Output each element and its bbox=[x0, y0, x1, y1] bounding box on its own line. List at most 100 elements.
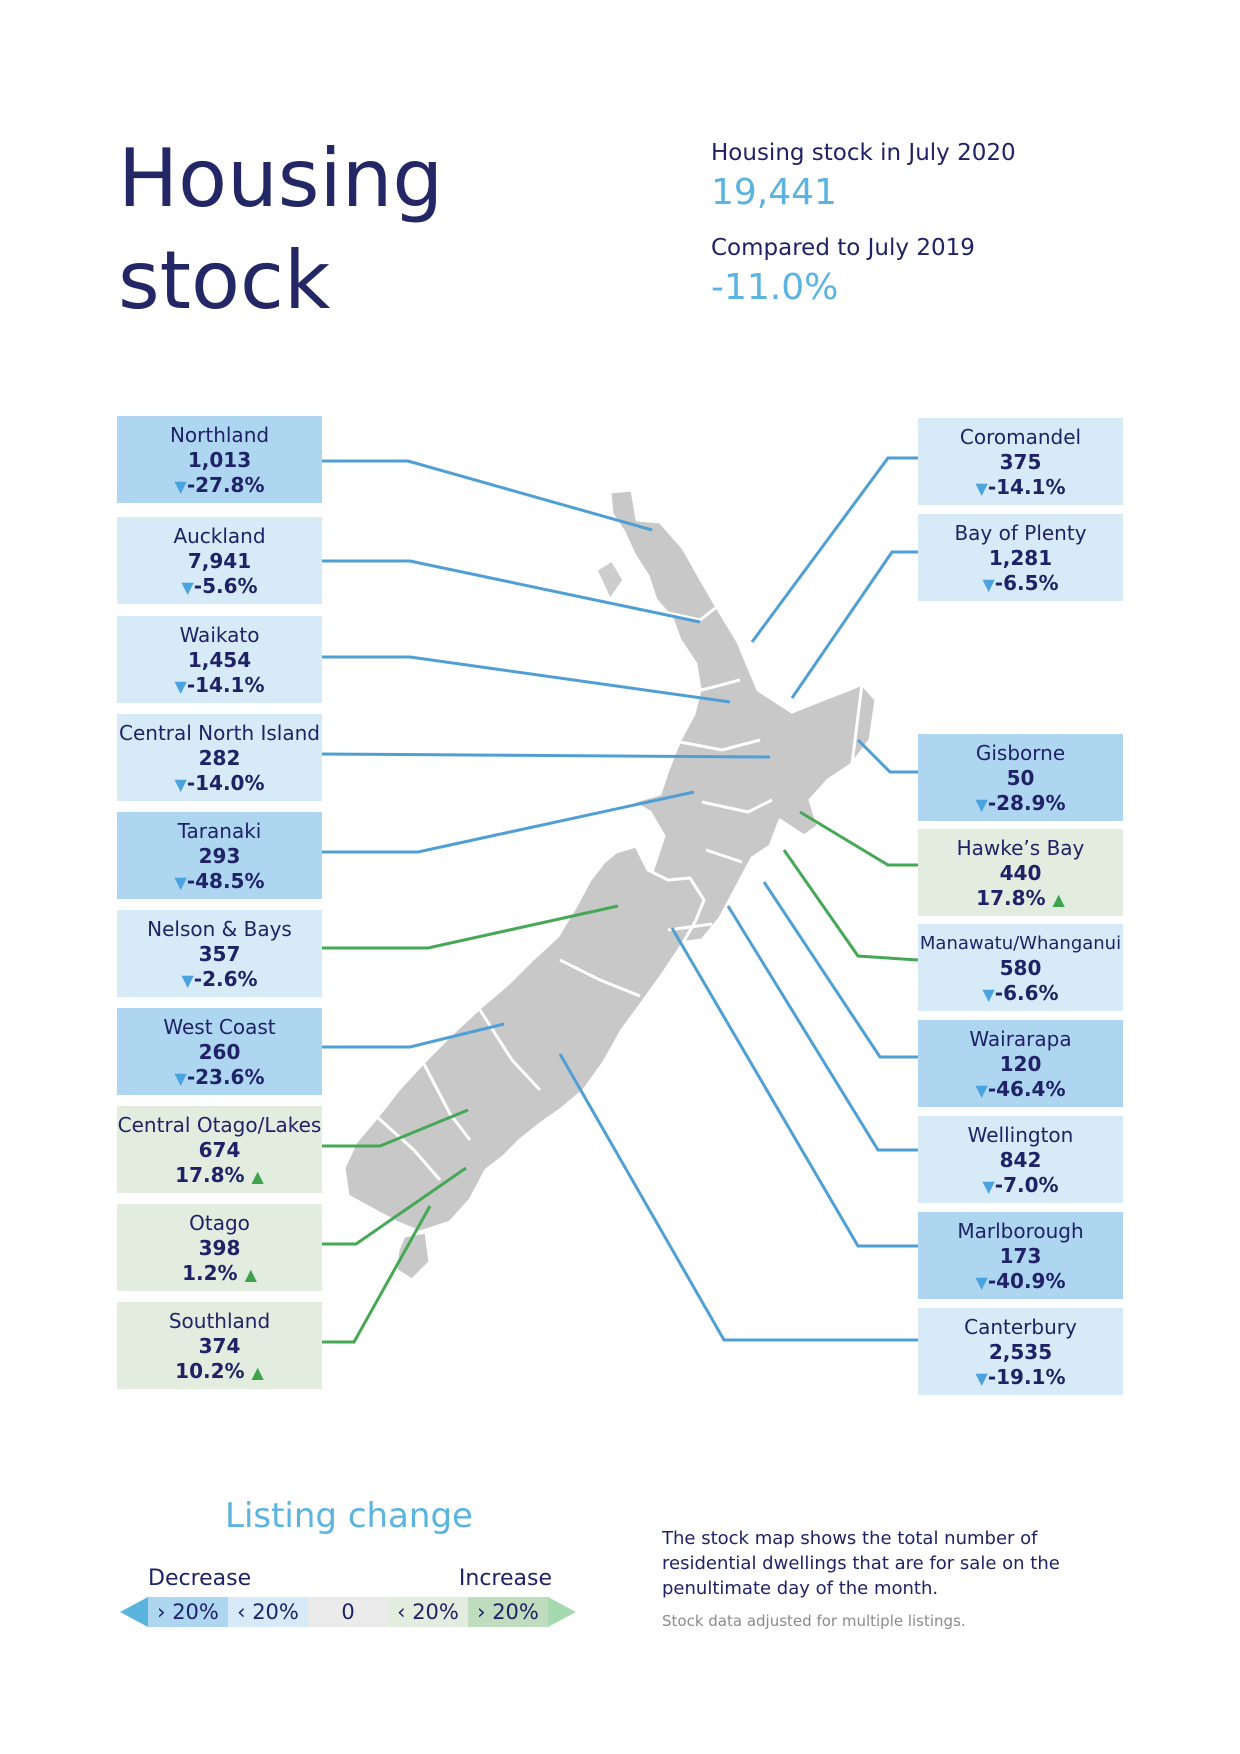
region-change: 17.8% bbox=[175, 1163, 245, 1187]
line-taranaki bbox=[320, 790, 695, 854]
region-box-southland: Southland 374 10.2% ▲ bbox=[117, 1302, 322, 1389]
north-island-shape bbox=[594, 488, 878, 944]
region-change: -14.1% bbox=[186, 673, 265, 697]
region-stock: 120 bbox=[999, 1052, 1042, 1076]
line-bay-of-plenty bbox=[790, 550, 918, 699]
line-marlborough bbox=[670, 927, 918, 1248]
line-central-otago-lakes bbox=[320, 1108, 469, 1148]
region-change: -6.6% bbox=[994, 981, 1059, 1005]
region-name: Marlborough bbox=[957, 1219, 1084, 1243]
region-change: -2.6% bbox=[193, 967, 258, 991]
line-hawkes-bay bbox=[799, 810, 918, 867]
legend-increase-label: Increase bbox=[458, 1566, 552, 1591]
region-change: -14.0% bbox=[186, 771, 265, 795]
line-auckland bbox=[320, 559, 701, 624]
region-name: Central North Island bbox=[119, 721, 320, 745]
region-name: Gisborne bbox=[975, 741, 1066, 765]
legend-segment-mild-increase: ‹ 20% bbox=[388, 1597, 468, 1627]
region-change: -40.9% bbox=[987, 1269, 1066, 1293]
region-stock: 173 bbox=[999, 1244, 1042, 1268]
decrease-triangle-icon: ▼ bbox=[174, 873, 187, 892]
region-stock: 674 bbox=[198, 1138, 241, 1162]
region-stock: 1,013 bbox=[187, 448, 252, 472]
decrease-triangle-icon: ▼ bbox=[975, 479, 988, 498]
stock-summary: Housing stock in July 2020 19,441 Compar… bbox=[711, 140, 1016, 330]
region-stock: 1,454 bbox=[187, 648, 252, 672]
decrease-triangle-icon: ▼ bbox=[982, 575, 995, 594]
title-line-2: stock bbox=[118, 234, 331, 327]
region-name: Wellington bbox=[967, 1123, 1074, 1147]
decrease-triangle-icon: ▼ bbox=[181, 578, 194, 597]
region-stock: 357 bbox=[198, 942, 241, 966]
increase-triangle-icon: ▲ bbox=[1052, 890, 1065, 909]
south-island-shape bbox=[342, 844, 706, 1282]
legend-decrease-label: Decrease bbox=[148, 1566, 252, 1591]
region-box-canterbury: Canterbury 2,535 ▼-19.1% bbox=[918, 1308, 1123, 1395]
stock-map-note: The stock map shows the total number of … bbox=[662, 1528, 1060, 1599]
decrease-triangle-icon: ▼ bbox=[174, 1069, 187, 1088]
decrease-triangle-icon: ▼ bbox=[174, 775, 187, 794]
region-stock: 375 bbox=[999, 450, 1042, 474]
decrease-triangle-icon: ▼ bbox=[982, 985, 995, 1004]
legend-segment-strong-decrease: › 20% bbox=[148, 1597, 228, 1627]
line-southland bbox=[320, 1205, 432, 1344]
line-wairarapa bbox=[762, 881, 918, 1059]
page-title: Housing stock bbox=[118, 128, 443, 332]
region-name: Taranaki bbox=[177, 819, 262, 843]
region-change: -7.0% bbox=[994, 1173, 1059, 1197]
region-box-marlborough: Marlborough 173 ▼-40.9% bbox=[918, 1212, 1123, 1299]
region-stock: 1,281 bbox=[988, 546, 1053, 570]
line-otago bbox=[320, 1166, 467, 1246]
region-name: Otago bbox=[189, 1211, 250, 1235]
decrease-triangle-icon: ▼ bbox=[975, 1369, 988, 1388]
decrease-triangle-icon: ▼ bbox=[181, 971, 194, 990]
decrease-triangle-icon: ▼ bbox=[975, 1081, 988, 1100]
region-stock: 440 bbox=[999, 861, 1042, 885]
region-change: -5.6% bbox=[193, 574, 258, 598]
region-box-auckland: Auckland 7,941 ▼-5.6% bbox=[117, 517, 322, 604]
line-coromandel bbox=[750, 456, 918, 643]
decrease-triangle-icon: ▼ bbox=[982, 1177, 995, 1196]
title-line-1: Housing bbox=[118, 132, 444, 225]
region-change: -28.9% bbox=[987, 791, 1066, 815]
region-change: -27.8% bbox=[186, 473, 265, 497]
region-name: Bay of Plenty bbox=[954, 521, 1087, 545]
summary-value-compare: -11.0% bbox=[711, 267, 839, 308]
region-name: Northland bbox=[169, 423, 270, 447]
region-box-central-otago-lakes: Central Otago/Lakes 674 17.8% ▲ bbox=[117, 1106, 322, 1193]
line-manawatu-whanganui bbox=[782, 849, 919, 962]
region-change: 17.8% bbox=[976, 886, 1046, 910]
line-northland bbox=[320, 459, 653, 532]
region-box-manawatu-whanganui: Manawatu/Whanganui 580 ▼-6.6% bbox=[918, 924, 1123, 1011]
legend-scale: › 20% ‹ 20% 0 ‹ 20% › 20% bbox=[120, 1597, 576, 1627]
region-box-taranaki: Taranaki 293 ▼-48.5% bbox=[117, 812, 322, 899]
region-name: Waikato bbox=[179, 623, 260, 647]
region-stock: 398 bbox=[198, 1236, 241, 1260]
region-box-hawkes-bay: Hawke’s Bay 440 17.8% ▲ bbox=[918, 829, 1123, 916]
summary-value-current: 19,441 bbox=[711, 172, 837, 213]
line-west-coast bbox=[320, 1022, 505, 1049]
region-name: Hawke’s Bay bbox=[956, 836, 1085, 860]
region-change: 1.2% bbox=[182, 1261, 238, 1285]
region-box-waikato: Waikato 1,454 ▼-14.1% bbox=[117, 616, 322, 703]
region-box-central-north-island: Central North Island 282 ▼-14.0% bbox=[117, 714, 322, 801]
line-canterbury bbox=[558, 1053, 918, 1342]
region-stock: 374 bbox=[198, 1334, 241, 1358]
region-change: -48.5% bbox=[186, 869, 265, 893]
region-name: Manawatu/Whanganui bbox=[919, 933, 1122, 954]
region-stock: 282 bbox=[198, 746, 241, 770]
line-waikato bbox=[320, 655, 731, 704]
summary-label-compare: Compared to July 2019 bbox=[711, 235, 975, 261]
region-name: Nelson & Bays bbox=[147, 917, 292, 941]
region-stock: 580 bbox=[999, 956, 1042, 980]
region-name: Wairarapa bbox=[969, 1027, 1072, 1051]
line-gisborne bbox=[856, 738, 918, 774]
region-stock: 293 bbox=[198, 844, 241, 868]
line-wellington bbox=[726, 905, 918, 1152]
region-name: Central Otago/Lakes bbox=[117, 1113, 322, 1137]
region-name: Southland bbox=[168, 1309, 271, 1333]
legend-segment-strong-increase: › 20% bbox=[468, 1597, 548, 1627]
legend-segment-neutral: 0 bbox=[308, 1597, 388, 1627]
arrow-left-icon bbox=[120, 1597, 148, 1627]
